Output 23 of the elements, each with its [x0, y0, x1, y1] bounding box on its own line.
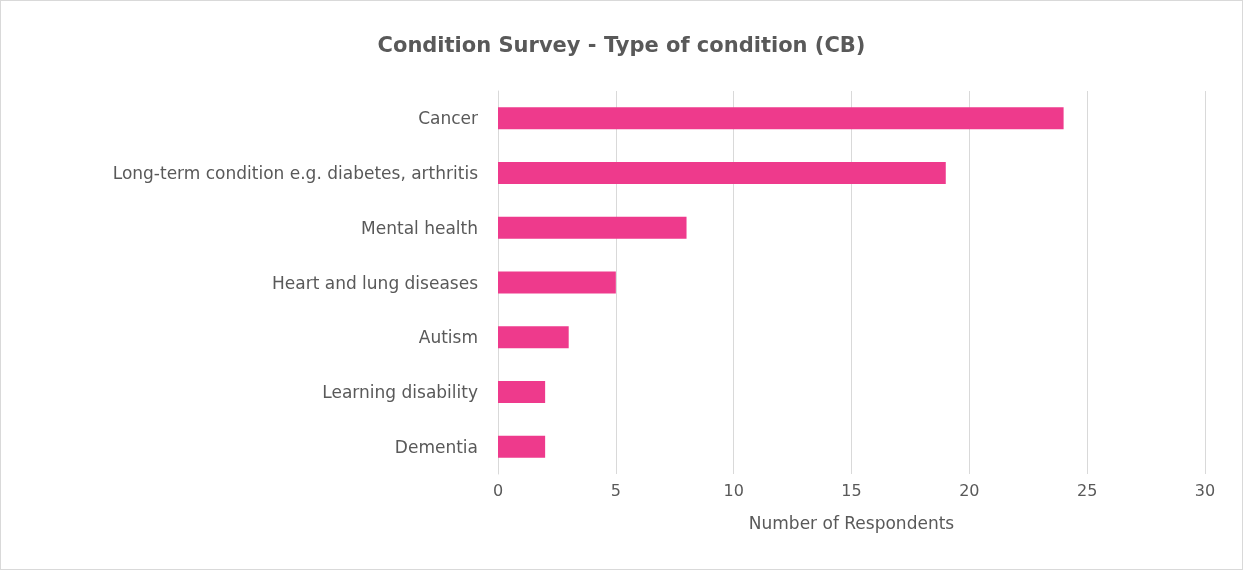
- y-tick-label: Long-term condition e.g. diabetes, arthritis: [112, 163, 479, 184]
- x-tick-label: 0: [492, 480, 504, 500]
- x-tick-label: 15: [841, 480, 862, 500]
- chart-title: Condition Survey - Type of condition (CB): [377, 32, 866, 57]
- x-axis-title: Number of Respondents: [748, 512, 955, 533]
- y-tick-label: Dementia: [394, 436, 478, 457]
- y-tick-label: Learning disability: [322, 381, 478, 402]
- bar: [498, 380, 546, 403]
- bar: [498, 107, 1064, 130]
- x-tick-label: 10: [723, 480, 744, 500]
- bar: [498, 162, 946, 185]
- x-tick-label: 25: [1076, 480, 1098, 500]
- bar: [498, 326, 569, 349]
- bar: [498, 271, 616, 294]
- y-tick-label: Autism: [418, 327, 478, 348]
- bar: [498, 435, 546, 458]
- y-tick-label: Heart and lung diseases: [272, 272, 479, 293]
- y-tick-label: Mental health: [361, 217, 478, 238]
- y-tick-label: Cancer: [418, 108, 479, 129]
- x-tick-label: 20: [959, 480, 980, 500]
- x-tick-label: 5: [610, 480, 621, 500]
- x-tick-label: 30: [1194, 480, 1216, 500]
- bar: [498, 216, 687, 239]
